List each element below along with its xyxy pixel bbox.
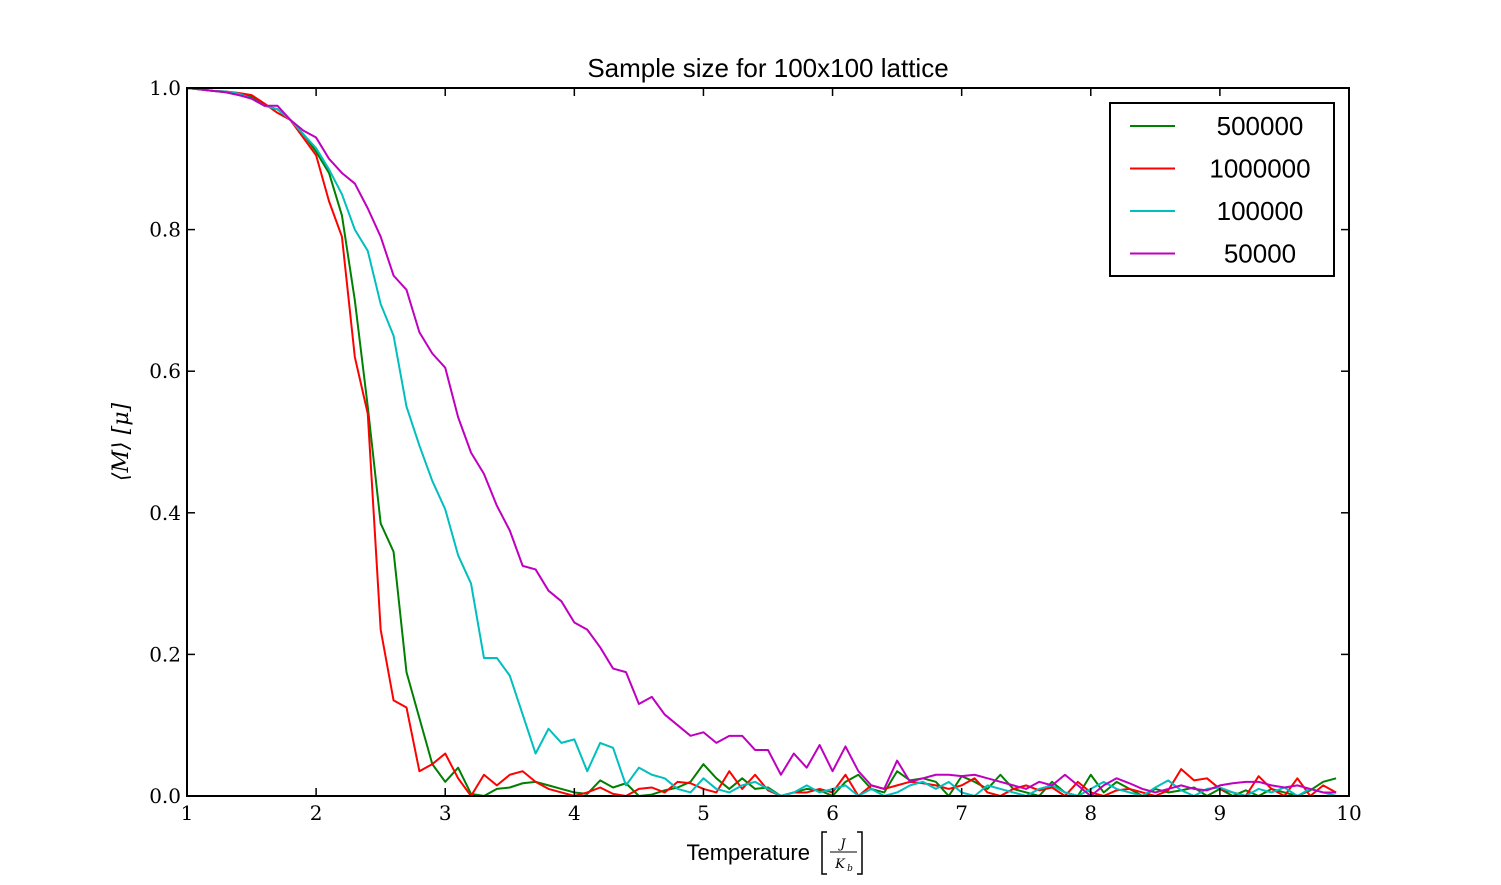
series-line-100000 bbox=[186, 87, 1337, 797]
y-tick-label: 0.0 bbox=[149, 784, 181, 808]
x-tick-label: 1 bbox=[181, 801, 194, 825]
x-axis-label-denominator-subscript: b bbox=[847, 864, 853, 874]
x-tick-label: 10 bbox=[1336, 801, 1361, 825]
series-line-50000 bbox=[186, 87, 1337, 797]
legend-label-100000: 100000 bbox=[1217, 196, 1304, 226]
series-line-1000000 bbox=[186, 87, 1337, 797]
plot-frame bbox=[186, 87, 1350, 797]
x-tick-label: 7 bbox=[955, 801, 968, 825]
x-axis-label-denominator: K bbox=[834, 857, 846, 872]
y-axis-label: ⟨M⟩ [μ] bbox=[109, 403, 134, 482]
legend-label-1000000: 1000000 bbox=[1209, 154, 1310, 184]
chart-title: Sample size for 100x100 lattice bbox=[587, 53, 948, 83]
y-tick-label: 0.2 bbox=[149, 642, 181, 666]
x-axis-label-left-bracket bbox=[821, 831, 827, 875]
legend-label-50000: 50000 bbox=[1224, 239, 1296, 269]
x-axis-label-numerator: J bbox=[837, 837, 846, 852]
series-layer bbox=[186, 87, 1337, 797]
y-tick-label: 0.6 bbox=[149, 359, 181, 383]
legend-label-500000: 500000 bbox=[1217, 111, 1304, 141]
x-tick-label: 6 bbox=[826, 801, 839, 825]
x-tick-label: 9 bbox=[1214, 801, 1227, 825]
y-tick-label: 0.4 bbox=[149, 501, 181, 525]
y-tick-label: 0.8 bbox=[149, 218, 181, 242]
x-tick-label: 8 bbox=[1084, 801, 1097, 825]
x-axis-label-right-bracket bbox=[857, 831, 863, 875]
ticks-layer: 1 2 3 4 5 6 7 8 9 10 0.0 0.2 0.4 0.6 0.8 1.0 bbox=[149, 76, 1362, 825]
x-tick-label: 4 bbox=[568, 801, 581, 825]
legend: 500000 1000000 100000 50000 bbox=[1109, 102, 1335, 277]
x-axis-label-text: Temperature bbox=[686, 840, 810, 865]
x-tick-label: 2 bbox=[310, 801, 323, 825]
y-tick-label: 1.0 bbox=[149, 76, 181, 100]
legend-box bbox=[1109, 102, 1335, 277]
x-tick-label: 5 bbox=[697, 801, 710, 825]
x-axis-label: Temperature J K b bbox=[686, 831, 863, 875]
x-tick-label: 3 bbox=[439, 801, 452, 825]
